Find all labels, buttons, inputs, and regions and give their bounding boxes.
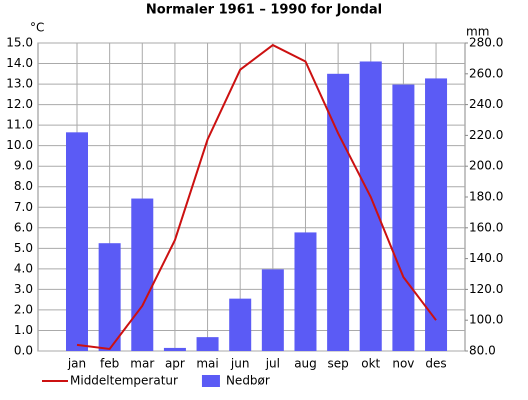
y-tick-label: 4.0 bbox=[14, 261, 33, 275]
y-tick-label: 14.0 bbox=[6, 56, 33, 70]
legend-label: Nedbør bbox=[226, 374, 270, 388]
x-tick-label: jan bbox=[67, 357, 86, 371]
y2-tick-label: 260.0 bbox=[469, 66, 503, 80]
x-tick-label: des bbox=[425, 357, 446, 371]
y-tick-label: 7.0 bbox=[14, 200, 33, 214]
y2-tick-label: 240.0 bbox=[469, 97, 503, 111]
bar bbox=[261, 269, 284, 351]
legend-label: Middeltemperatur bbox=[70, 374, 178, 388]
y-tick-label: 6.0 bbox=[14, 220, 33, 234]
y2-tick-label: 140.0 bbox=[469, 251, 503, 265]
x-tick-label: mai bbox=[196, 357, 218, 371]
y2-tick-label: 80.0 bbox=[469, 344, 496, 358]
x-tick-label: nov bbox=[392, 357, 414, 371]
bar bbox=[163, 347, 186, 351]
x-tick-label: okt bbox=[361, 357, 380, 371]
y-tick-label: 1.0 bbox=[14, 323, 33, 337]
bar bbox=[196, 337, 219, 351]
bar bbox=[359, 61, 382, 351]
y2-tick-label: 280.0 bbox=[469, 36, 503, 50]
y2-tick-label: 180.0 bbox=[469, 190, 503, 204]
bar bbox=[392, 84, 415, 351]
y2-tick-label: 200.0 bbox=[469, 159, 503, 173]
y-tick-label: 3.0 bbox=[14, 282, 33, 296]
x-tick-label: jul bbox=[265, 357, 280, 371]
y-tick-label: 15.0 bbox=[6, 36, 33, 50]
y-tick-label: 2.0 bbox=[14, 302, 33, 316]
bar bbox=[425, 78, 448, 352]
y-tick-label: 13.0 bbox=[6, 77, 33, 91]
y-tick-label: 11.0 bbox=[6, 118, 33, 132]
y2-tick-label: 220.0 bbox=[469, 128, 503, 142]
y2-tick-label: 120.0 bbox=[469, 282, 503, 296]
legend-swatch bbox=[201, 375, 220, 387]
chart-title: Normaler 1961 – 1990 for Jondal bbox=[146, 3, 382, 18]
x-tick-label: mar bbox=[130, 357, 154, 371]
x-tick-label: sep bbox=[327, 357, 348, 371]
y2-tick-label: 100.0 bbox=[469, 313, 503, 327]
x-tick-label: jun bbox=[230, 357, 250, 371]
line-series bbox=[76, 43, 437, 351]
bar bbox=[294, 232, 317, 351]
x-tick-label: feb bbox=[100, 357, 119, 371]
y-tick-label: 0.0 bbox=[14, 344, 33, 358]
y-axis-label: °C bbox=[30, 21, 44, 35]
y-tick-label: 12.0 bbox=[6, 97, 33, 111]
bar bbox=[66, 132, 88, 351]
bar bbox=[131, 198, 154, 351]
bar bbox=[98, 243, 121, 351]
y-tick-label: 8.0 bbox=[14, 179, 33, 193]
y-tick-label: 5.0 bbox=[14, 241, 33, 255]
y2-axis-label: mm bbox=[466, 25, 489, 39]
y-tick-label: 10.0 bbox=[6, 138, 33, 152]
bar bbox=[229, 298, 252, 351]
y-tick-label: 9.0 bbox=[14, 159, 33, 173]
y2-tick-label: 160.0 bbox=[469, 220, 503, 234]
x-tick-label: aug bbox=[294, 357, 317, 371]
x-tick-label: apr bbox=[165, 357, 185, 371]
